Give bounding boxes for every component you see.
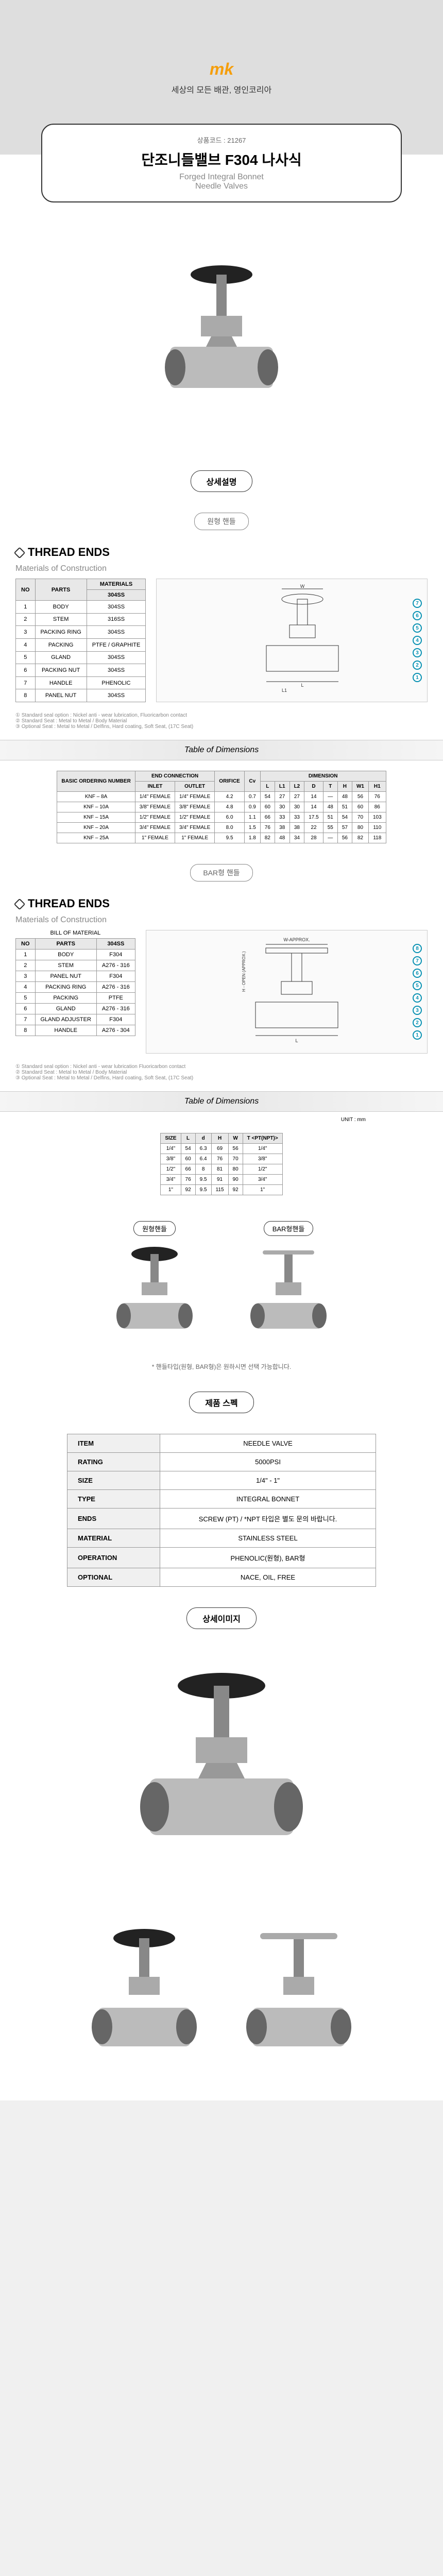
thread-ends-heading-1: THREAD ENDS	[0, 540, 443, 564]
detail-image-large	[0, 1639, 443, 1900]
product-subtitle-1: Forged Integral Bonnet	[63, 173, 380, 182]
anno-3: 3	[413, 648, 422, 657]
anno2-6: 6	[413, 969, 422, 978]
title-card: 상품코드 : 21267 단조니들밸브 F304 나사식 Forged Inte…	[41, 124, 402, 202]
final-valve-bar	[232, 1920, 366, 2070]
fn1-1: ② Standard Seat : Metal to Metal / Body …	[15, 718, 428, 724]
footnotes-1: ① Standard seal option : Nickel anti - w…	[0, 713, 443, 740]
round-label: 원형핸들	[133, 1221, 176, 1236]
fn1-2: ③ Optional Seat : Metal to Metal / Delfi…	[15, 724, 428, 730]
thread-ends-heading-2: THREAD ENDS	[0, 892, 443, 916]
bar-label: BAR형핸들	[264, 1221, 314, 1236]
anno2-1: 1	[413, 1030, 422, 1040]
materials-section-1: NO PARTS MATERIALS 304SS 1BODY304SS2STEM…	[0, 579, 443, 713]
anno2-8: 8	[413, 944, 422, 953]
section-detail: 상세설명	[0, 460, 443, 502]
final-images	[0, 1900, 443, 2100]
spec-table: ITEMNEEDLE VALVERATING5000PSISIZE1/4" - …	[67, 1434, 376, 1587]
anno-1: 1	[413, 673, 422, 682]
product-code: 상품코드 : 21267	[63, 135, 380, 145]
tagline: 세상의 모든 배관, 영인코리아	[172, 83, 271, 95]
fn2-1: ② Standard Seat : Metal to Metal / Body …	[15, 1070, 428, 1075]
detail-label: 상세설명	[191, 470, 253, 492]
d1-gh0: BASIC ORDERING NUMBER	[57, 771, 135, 792]
spec-label: 제품 스펙	[189, 1392, 253, 1413]
diagram-1: W L L1 7 6 5 4 3 2 1	[156, 579, 428, 702]
anno-7: 7	[413, 599, 422, 608]
svg-text:H - OPEN (APPROX.): H - OPEN (APPROX.)	[242, 951, 246, 992]
anno-5: 5	[413, 623, 422, 633]
materials-table-1: NO PARTS MATERIALS 304SS 1BODY304SS2STEM…	[15, 579, 146, 702]
product-title: 단조니들밸브 F304 나사식	[63, 149, 380, 170]
anno2-7: 7	[413, 956, 422, 965]
main-product-image	[0, 213, 443, 460]
diagram-2: W-APPROX. H - OPEN (APPROX.) L 8 7 6 5 4…	[146, 930, 428, 1054]
anno-2: 2	[413, 660, 422, 670]
diagram-annotations-1: 7 6 5 4 3 2 1	[413, 599, 422, 682]
anno-6: 6	[413, 611, 422, 620]
svg-text:L: L	[296, 1038, 298, 1043]
bullet-icon	[14, 547, 26, 559]
fn2-0: ① Standard seal option : Nickel anti - w…	[15, 1064, 428, 1070]
bar-handle-label: BAR형 핸들	[190, 864, 252, 882]
section-bar-handle: BAR형 핸들	[0, 854, 443, 892]
fn2-2: ③ Optional Seat : Metal to Metal / Delfi…	[15, 1075, 428, 1081]
anno2-5: 5	[413, 981, 422, 990]
d1-gh1: END CONNECTION	[135, 771, 215, 782]
footnotes-2: ① Standard seal option : Nickel anti - w…	[0, 1064, 443, 1091]
mat2-h1: PARTS	[35, 939, 96, 950]
bill-label: BILL OF MATERIAL	[15, 930, 135, 936]
mat2-h2: 304SS	[96, 939, 135, 950]
anno-4: 4	[413, 636, 422, 645]
svg-text:L: L	[301, 683, 303, 688]
mat2-h0: NO	[16, 939, 36, 950]
anno2-4: 4	[413, 993, 422, 1003]
product-subtitle-2: Needle Valves	[63, 182, 380, 191]
handle-bar: BAR형핸들	[242, 1221, 335, 1347]
svg-text:L1: L1	[282, 688, 287, 693]
mat1-sub: 304SS	[87, 590, 146, 601]
mat1-h0: NO	[16, 579, 36, 601]
handle-comparison: 원형핸들 BAR형핸들	[0, 1206, 443, 1362]
diagram-annotations-2: 8 7 6 5 4 3 2 1	[413, 944, 422, 1040]
bullet-icon-2	[14, 899, 26, 910]
materials-subheading-1: Materials of Construction	[0, 564, 443, 579]
svg-text:W: W	[300, 584, 304, 589]
mat1-h2: MATERIALS	[87, 579, 146, 590]
handle-note: * 핸들타입(원형, BAR형)은 원하시면 선택 가능합니다.	[0, 1362, 443, 1381]
anno2-3: 3	[413, 1006, 422, 1015]
section-detail-images: 상세이미지	[0, 1597, 443, 1639]
section-spec: 제품 스펙	[0, 1381, 443, 1423]
materials-subheading-2: Materials of Construction	[0, 916, 443, 930]
detail-image-label: 상세이미지	[186, 1607, 257, 1629]
dim-header-2: Table of Dimensions	[0, 1091, 443, 1112]
anno2-2: 2	[413, 1018, 422, 1027]
materials-section-2: BILL OF MATERIAL NO PARTS 304SS 1BODYF30…	[0, 930, 443, 1064]
dimensions-table-2: SIZELdHWT <PT(NPT)> 1/4"546.369561/4"3/8…	[160, 1133, 282, 1195]
dim-header-1: Table of Dimensions	[0, 740, 443, 760]
d1-gh4: DIMENSION	[260, 771, 386, 782]
fn1-0: ① Standard seal option : Nickel anti - w…	[15, 713, 428, 718]
valve-image-main	[118, 233, 325, 439]
d1-gh3: Cv	[244, 771, 260, 792]
handle-round: 원형핸들	[108, 1221, 201, 1347]
mat1-h1: PARTS	[35, 579, 87, 601]
section-round-handle: 원형 핸들	[0, 502, 443, 540]
svg-text:W-APPROX.: W-APPROX.	[284, 937, 310, 942]
d1-gh2: ORIFICE	[215, 771, 245, 792]
final-valve-round	[77, 1920, 211, 2070]
logo: mk	[210, 60, 233, 79]
dimensions-table-1: BASIC ORDERING NUMBER END CONNECTION ORI…	[57, 771, 386, 843]
unit-label: UNIT : mm	[0, 1112, 443, 1123]
materials-table-2: NO PARTS 304SS 1BODYF3042STEMA276 - 3163…	[15, 938, 135, 1036]
round-handle-label: 원형 핸들	[194, 513, 248, 530]
